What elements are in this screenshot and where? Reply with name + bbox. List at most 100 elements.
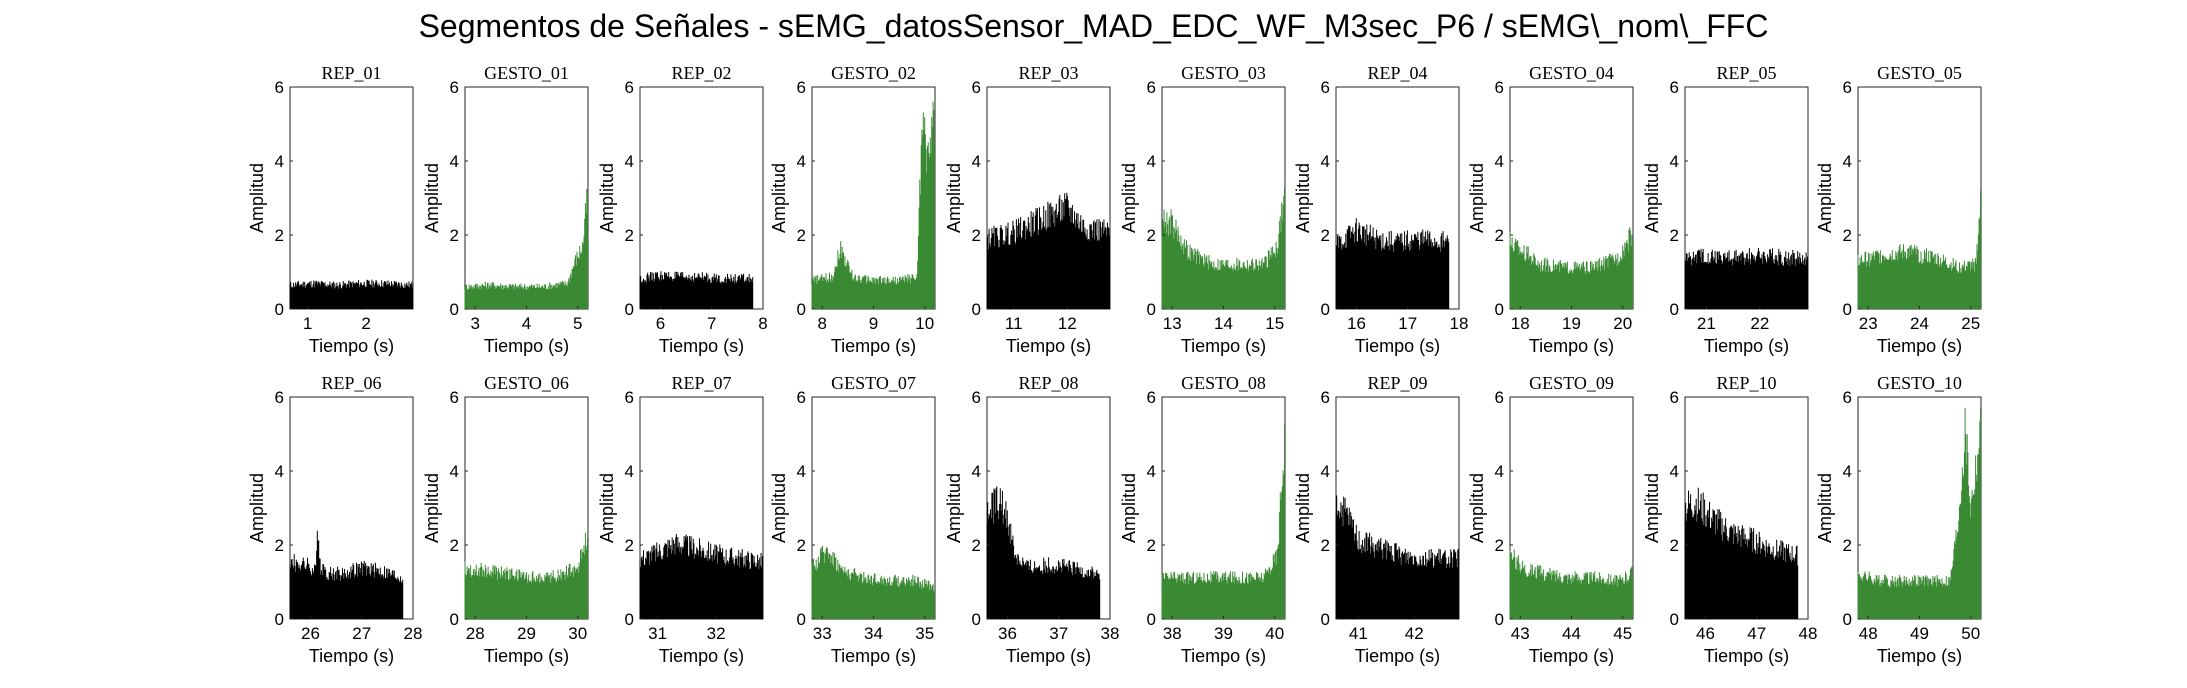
panel-title: GESTO_10 <box>1877 373 1962 393</box>
y-tick-label: 0 <box>450 300 459 319</box>
signal-trace <box>639 534 763 619</box>
x-tick-label: 28 <box>466 624 485 643</box>
y-tick-label: 2 <box>450 536 459 555</box>
y-tick-label: 0 <box>972 300 981 319</box>
x-axis-label: Tiempo (s) <box>1704 646 1789 666</box>
x-tick-label: 48 <box>1799 624 1818 643</box>
x-axis-label: Tiempo (s) <box>831 646 916 666</box>
signal-trace <box>1857 407 1981 619</box>
x-tick-label: 33 <box>813 624 832 643</box>
x-tick-label: 48 <box>1859 624 1878 643</box>
signal-trace <box>1509 549 1633 619</box>
panel-title: REP_04 <box>1367 63 1427 83</box>
x-tick-label: 49 <box>1910 624 1929 643</box>
x-tick-label: 17 <box>1398 314 1417 333</box>
panel-title: GESTO_08 <box>1181 373 1266 393</box>
panel-01: 0 2 4 6 3 4 5 GESTO_01 Tiempo (s) Amplitud <box>422 63 589 356</box>
y-tick-label: 4 <box>1495 152 1504 171</box>
y-tick-label: 0 <box>1321 610 1330 629</box>
panel-title: REP_01 <box>321 63 381 83</box>
y-tick-label: 0 <box>1495 610 1504 629</box>
panel-title: REP_08 <box>1018 373 1078 393</box>
x-tick-label: 2 <box>361 314 370 333</box>
y-tick-label: 2 <box>625 226 634 245</box>
y-tick-label: 4 <box>1147 152 1156 171</box>
y-axis-label: Amplitud <box>769 163 789 233</box>
panel-15: 0 2 4 6 38 39 40 GESTO_08 Tiempo (s) Amplitud <box>1119 373 1286 666</box>
signal-trace <box>639 271 754 309</box>
y-tick-label: 0 <box>797 300 806 319</box>
panel-title: GESTO_09 <box>1529 373 1614 393</box>
x-axis-label: Tiempo (s) <box>1355 646 1440 666</box>
signal-trace <box>1509 227 1633 309</box>
x-tick-label: 8 <box>758 314 767 333</box>
x-tick-label: 26 <box>301 624 320 643</box>
x-tick-label: 30 <box>568 624 587 643</box>
x-tick-label: 41 <box>1349 624 1368 643</box>
y-tick-label: 0 <box>1495 300 1504 319</box>
x-tick-label: 9 <box>869 314 878 333</box>
y-tick-label: 0 <box>625 300 634 319</box>
x-tick-label: 20 <box>1613 314 1632 333</box>
x-tick-label: 18 <box>1450 314 1469 333</box>
y-tick-label: 4 <box>1321 462 1330 481</box>
y-axis-label: Amplitud <box>1293 163 1313 233</box>
panel-06: 0 2 4 6 16 17 18 REP_04 Tiempo (s) Amplitud <box>1293 63 1468 356</box>
y-tick-label: 6 <box>797 388 806 407</box>
x-tick-label: 23 <box>1859 314 1878 333</box>
y-tick-label: 4 <box>797 462 806 481</box>
panel-10: 0 2 4 6 26 27 28 REP_06 Tiempo (s) Amplitud <box>247 373 422 666</box>
y-axis-label: Amplitud <box>1467 473 1487 543</box>
panel-17: 0 2 4 6 43 44 45 GESTO_09 Tiempo (s) Amplitud <box>1467 373 1634 666</box>
y-tick-label: 2 <box>1670 536 1679 555</box>
panel-03: 0 2 4 6 8 9 10 GESTO_02 Tiempo (s) Amplitud <box>769 63 936 356</box>
y-tick-label: 4 <box>1670 152 1679 171</box>
x-tick-label: 19 <box>1562 314 1581 333</box>
y-tick-label: 2 <box>1147 536 1156 555</box>
y-tick-label: 4 <box>1843 462 1852 481</box>
y-axis-label: Amplitud <box>1467 163 1487 233</box>
y-axis-label: Amplitud <box>597 473 617 543</box>
x-tick-label: 24 <box>1910 314 1929 333</box>
y-tick-label: 0 <box>1843 300 1852 319</box>
y-tick-label: 2 <box>450 226 459 245</box>
y-tick-label: 6 <box>1843 388 1852 407</box>
x-tick-label: 37 <box>1049 624 1068 643</box>
y-tick-label: 6 <box>1147 78 1156 97</box>
y-tick-label: 6 <box>1843 78 1852 97</box>
x-tick-label: 18 <box>1511 314 1530 333</box>
x-tick-label: 40 <box>1265 624 1284 643</box>
x-tick-label: 8 <box>818 314 827 333</box>
x-tick-label: 16 <box>1347 314 1366 333</box>
signal-trace <box>1857 190 1981 309</box>
panel-04: 0 2 4 6 11 12 REP_03 Tiempo (s) Amplitud <box>944 63 1111 356</box>
y-tick-label: 6 <box>450 388 459 407</box>
y-tick-label: 6 <box>275 388 284 407</box>
y-tick-label: 4 <box>1843 152 1852 171</box>
y-tick-label: 6 <box>1670 78 1679 97</box>
y-tick-label: 2 <box>275 226 284 245</box>
y-tick-label: 6 <box>972 388 981 407</box>
x-axis-label: Tiempo (s) <box>1877 336 1962 356</box>
panel-13: 0 2 4 6 33 34 35 GESTO_07 Tiempo (s) Amplitud <box>769 373 936 666</box>
y-tick-label: 0 <box>1843 610 1852 629</box>
x-tick-label: 5 <box>573 314 582 333</box>
y-tick-label: 2 <box>1147 226 1156 245</box>
panel-frame <box>464 86 589 310</box>
y-tick-label: 6 <box>1321 78 1330 97</box>
x-tick-label: 32 <box>707 624 726 643</box>
signal-trace <box>1335 495 1459 619</box>
y-tick-label: 0 <box>275 300 284 319</box>
x-axis-label: Tiempo (s) <box>1006 646 1091 666</box>
y-tick-label: 2 <box>972 226 981 245</box>
y-tick-label: 6 <box>1147 388 1156 407</box>
panel-16: 0 2 4 6 41 42 REP_09 Tiempo (s) Amplitud <box>1293 373 1460 666</box>
y-tick-label: 2 <box>972 536 981 555</box>
x-axis-label: Tiempo (s) <box>1006 336 1091 356</box>
panel-05: 0 2 4 6 13 14 15 GESTO_03 Tiempo (s) Amplitud <box>1119 63 1286 356</box>
y-tick-label: 4 <box>450 462 459 481</box>
y-tick-label: 6 <box>1670 388 1679 407</box>
signal-trace <box>289 530 404 619</box>
